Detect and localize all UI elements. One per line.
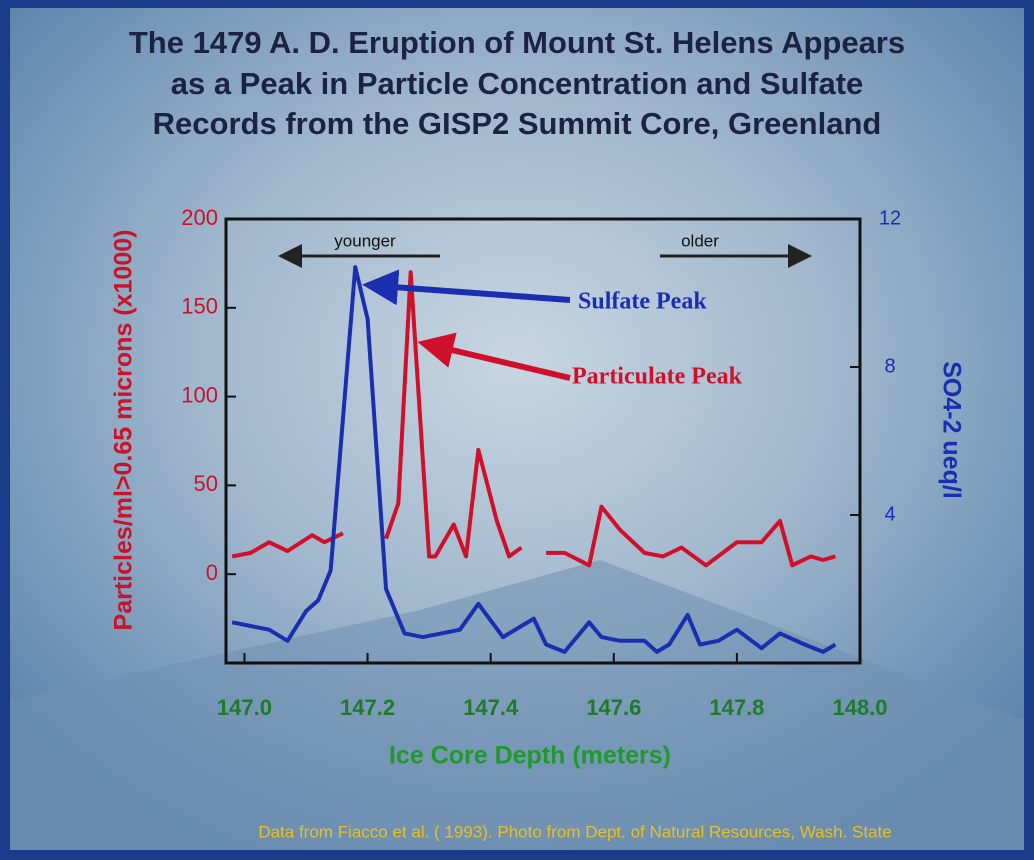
x-tick-label: 147.4 bbox=[463, 695, 519, 720]
x-tick-label: 147.6 bbox=[586, 695, 641, 720]
x-tick-label: 148.0 bbox=[832, 695, 887, 720]
y2-tick-label: 8 bbox=[884, 355, 895, 377]
x-tick-label: 147.0 bbox=[217, 695, 272, 720]
annotation: Sulfate Peak bbox=[578, 289, 707, 315]
chart: 0 50 100 150 200 4 8 12 147.0 147.2 147.4 147.6 147.… bbox=[0, 0, 1034, 855]
y2-axis-label: SO4-2 ueq/l bbox=[937, 361, 965, 499]
x-axis-label: Ice Core Depth (meters) bbox=[389, 742, 671, 770]
x-tick-label: 147.8 bbox=[709, 695, 764, 720]
y-tick-label: 100 bbox=[181, 382, 218, 407]
y2-tick-label: 4 bbox=[884, 503, 895, 525]
chart-title: Records from the GISP2 Summit Core, Gree… bbox=[153, 106, 882, 141]
y-tick-label: 0 bbox=[206, 560, 218, 585]
y-axis-label: Particles/ml>0.65 microns (x1000) bbox=[110, 230, 138, 631]
chart-title: The 1479 A. D. Eruption of Mount St. Hel… bbox=[129, 25, 905, 60]
x-tick-label: 147.2 bbox=[340, 695, 395, 720]
y-tick-label: 200 bbox=[181, 205, 218, 230]
y-tick-label: 150 bbox=[181, 294, 218, 319]
y-tick-label: 50 bbox=[194, 471, 218, 496]
source-note: Data from Fiacco et al. ( 1993). Photo f… bbox=[258, 822, 891, 841]
annotation: younger bbox=[334, 231, 396, 250]
y2-tick-label: 12 bbox=[879, 207, 901, 229]
chart-title: as a Peak in Particle Concentration and … bbox=[171, 66, 864, 101]
annotation: Particulate Peak bbox=[572, 364, 743, 390]
annotation: older bbox=[681, 231, 719, 250]
